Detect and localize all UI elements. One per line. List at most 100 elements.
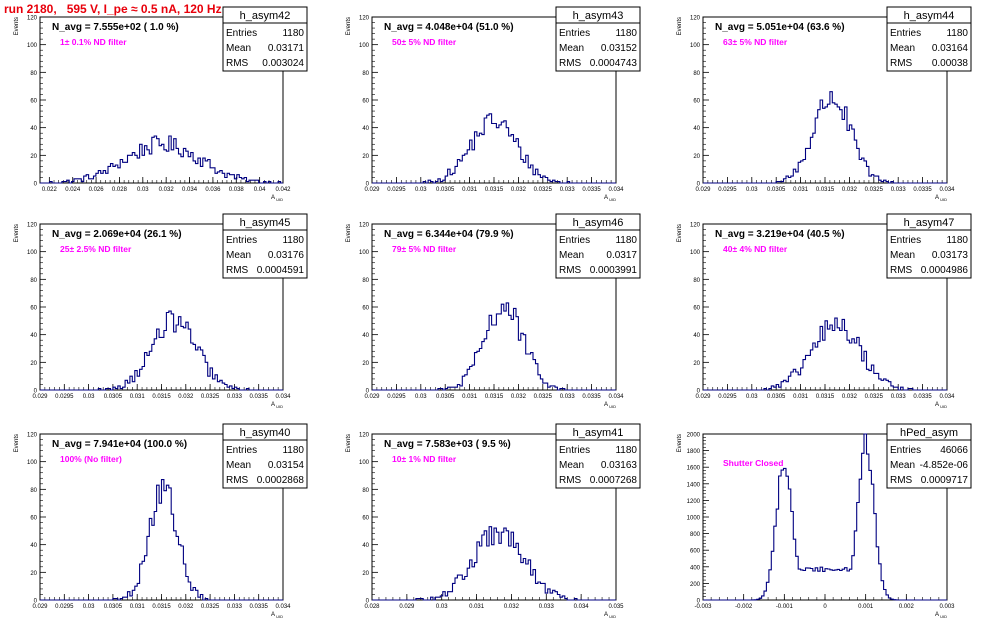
histogram-panel-h_asym47: 0 20 40 60 80 100 120 0.029 0.0295 0.03 0.0305 0.03…: [677, 213, 972, 409]
y-tick-label: 0: [34, 182, 38, 188]
x-tick-label: 0.024: [65, 187, 81, 193]
x-axis-label-subscript: UID: [939, 614, 947, 619]
stats-box: h_asym44 Entries 1180 Mean 0.03164 RMS 0.00038: [886, 6, 972, 72]
title-box: [48, 436, 196, 450]
y-tick-label: 60: [30, 99, 37, 105]
title-box: [711, 226, 859, 240]
y-tick-label: 1000: [687, 516, 701, 522]
stats-box-name: h_asym44: [904, 10, 955, 22]
x-tick-label: 0.029: [32, 394, 48, 400]
stats-mean-value: 0.03171: [268, 43, 305, 54]
y-tick-label: 80: [693, 71, 700, 77]
y-axis-label: Events: [14, 17, 20, 35]
histogram-title: N_avg = 6.344e+04 (79.9 %): [384, 229, 514, 240]
x-tick-label: 0.0305: [767, 187, 786, 193]
x-axis-label-subscript: UID: [939, 197, 947, 202]
x-tick-label: 0.002: [899, 604, 915, 610]
stats-mean-label: Mean: [890, 460, 915, 471]
stats-box-frame: [555, 423, 641, 489]
y-tick-label: 0: [697, 389, 701, 395]
y-axis-label: Events: [677, 224, 683, 242]
histogram-title: N_avg = 7.583e+03 ( 9.5 %): [384, 439, 511, 450]
y-axis-label: Events: [677, 17, 683, 35]
y-tick-label: 60: [693, 99, 700, 105]
page-title: run 2180, 595 V, I_pe ≈ 0.5 nA, 120 Hz: [4, 2, 222, 16]
stats-mean-label: Mean: [559, 250, 584, 261]
y-axis-label: Events: [346, 434, 352, 452]
y-tick-label: 1800: [687, 449, 701, 455]
x-tick-label: 0.034: [608, 394, 624, 400]
y-tick-label: 80: [30, 71, 37, 77]
histogram-line: [372, 302, 616, 391]
stats-box-name: h_asym47: [904, 217, 955, 229]
stats-box-frame: [222, 213, 308, 279]
x-tick-label: 0.0325: [534, 187, 553, 193]
stats-mean-value: 0.03173: [932, 250, 969, 261]
histogram-line: [40, 479, 283, 601]
x-tick-label: 0.032: [842, 187, 858, 193]
x-tick-label: 0.0315: [152, 394, 171, 400]
x-tick-label: 0.022: [42, 187, 58, 193]
title-box: [380, 226, 528, 240]
y-tick-label: 60: [362, 516, 369, 522]
stats-mean-value: 0.03152: [601, 43, 638, 54]
x-tick-label: 0.03: [137, 187, 149, 193]
y-tick-label: 60: [693, 306, 700, 312]
y-tick-label: 120: [27, 16, 38, 22]
x-tick-label: -0.003: [694, 604, 712, 610]
x-axis-label-subscript: UID: [275, 197, 283, 202]
x-tick-label: -0.002: [735, 604, 753, 610]
y-tick-label: 100: [27, 43, 38, 49]
stats-box-name: h_asym43: [573, 10, 624, 22]
x-tick-label: 0.029: [399, 604, 415, 610]
x-tick-label: 0.028: [112, 187, 128, 193]
y-tick-label: 80: [362, 278, 369, 284]
histogram-panel-h_asym42: 0 20 40 60 80 100 120 0.022 0.024 0.026 0.028 0.03 0…: [14, 6, 308, 202]
histogram-panel-h_asym41: 0 20 40 60 80 100 120 0.028 0.029 0.03 0.031 0.032 0…: [346, 423, 641, 619]
x-tick-label: 0.0335: [250, 394, 269, 400]
histogram-line: [40, 135, 283, 184]
x-tick-label: 0.0305: [104, 604, 123, 610]
x-tick-label: 0.0295: [55, 394, 74, 400]
stats-entries-label: Entries: [559, 28, 590, 39]
stats-entries-label: Entries: [226, 445, 257, 456]
x-tick-label: 0.0325: [201, 604, 220, 610]
histogram-title: N_avg = 7.555e+02 ( 1.0 %): [52, 22, 179, 33]
stats-mean-value: 0.03164: [932, 43, 969, 54]
x-tick-label: 0.0305: [436, 394, 455, 400]
stats-box-name: h_asym41: [573, 427, 624, 439]
x-axis-label-subscript: UID: [939, 404, 947, 409]
y-tick-label: 100: [690, 43, 701, 49]
stats-entries-label: Entries: [890, 28, 921, 39]
y-tick-label: 200: [690, 582, 701, 588]
x-tick-label: 0.031: [130, 604, 146, 610]
x-tick-label: 0.0315: [152, 604, 171, 610]
stats-rms-label: RMS: [890, 265, 913, 276]
y-tick-label: 40: [693, 126, 700, 132]
x-tick-label: 0.03: [436, 604, 448, 610]
x-tick-label: -0.001: [776, 604, 794, 610]
x-tick-label: 0.0325: [534, 394, 553, 400]
y-tick-label: 80: [30, 278, 37, 284]
stats-entries-value: 1180: [946, 28, 968, 39]
y-tick-label: 40: [30, 543, 37, 549]
x-tick-label: 0.033: [227, 394, 243, 400]
y-axis-label: Events: [346, 17, 352, 35]
x-tick-label: 0.0315: [485, 394, 504, 400]
stats-rms-label: RMS: [226, 475, 249, 486]
histogram-title: N_avg = 2.069e+04 (26.1 %): [52, 229, 182, 240]
y-tick-label: 40: [362, 333, 369, 339]
stats-rms-value: 0.00038: [932, 58, 969, 69]
stats-mean-label: Mean: [890, 250, 915, 261]
filter-annotation: 25± 2.5% ND filter: [60, 244, 132, 254]
stats-entries-value: 1180: [282, 28, 304, 39]
x-tick-label: 0: [823, 604, 827, 610]
y-tick-label: 60: [30, 516, 37, 522]
y-tick-label: 0: [697, 182, 701, 188]
y-tick-label: 0: [34, 389, 38, 395]
x-axis-label-subscript: UID: [275, 614, 283, 619]
stats-entries-label: Entries: [226, 235, 257, 246]
x-axis-label: A UID: [935, 195, 947, 202]
stats-rms-label: RMS: [559, 58, 582, 69]
stats-entries-value: 1180: [615, 445, 637, 456]
